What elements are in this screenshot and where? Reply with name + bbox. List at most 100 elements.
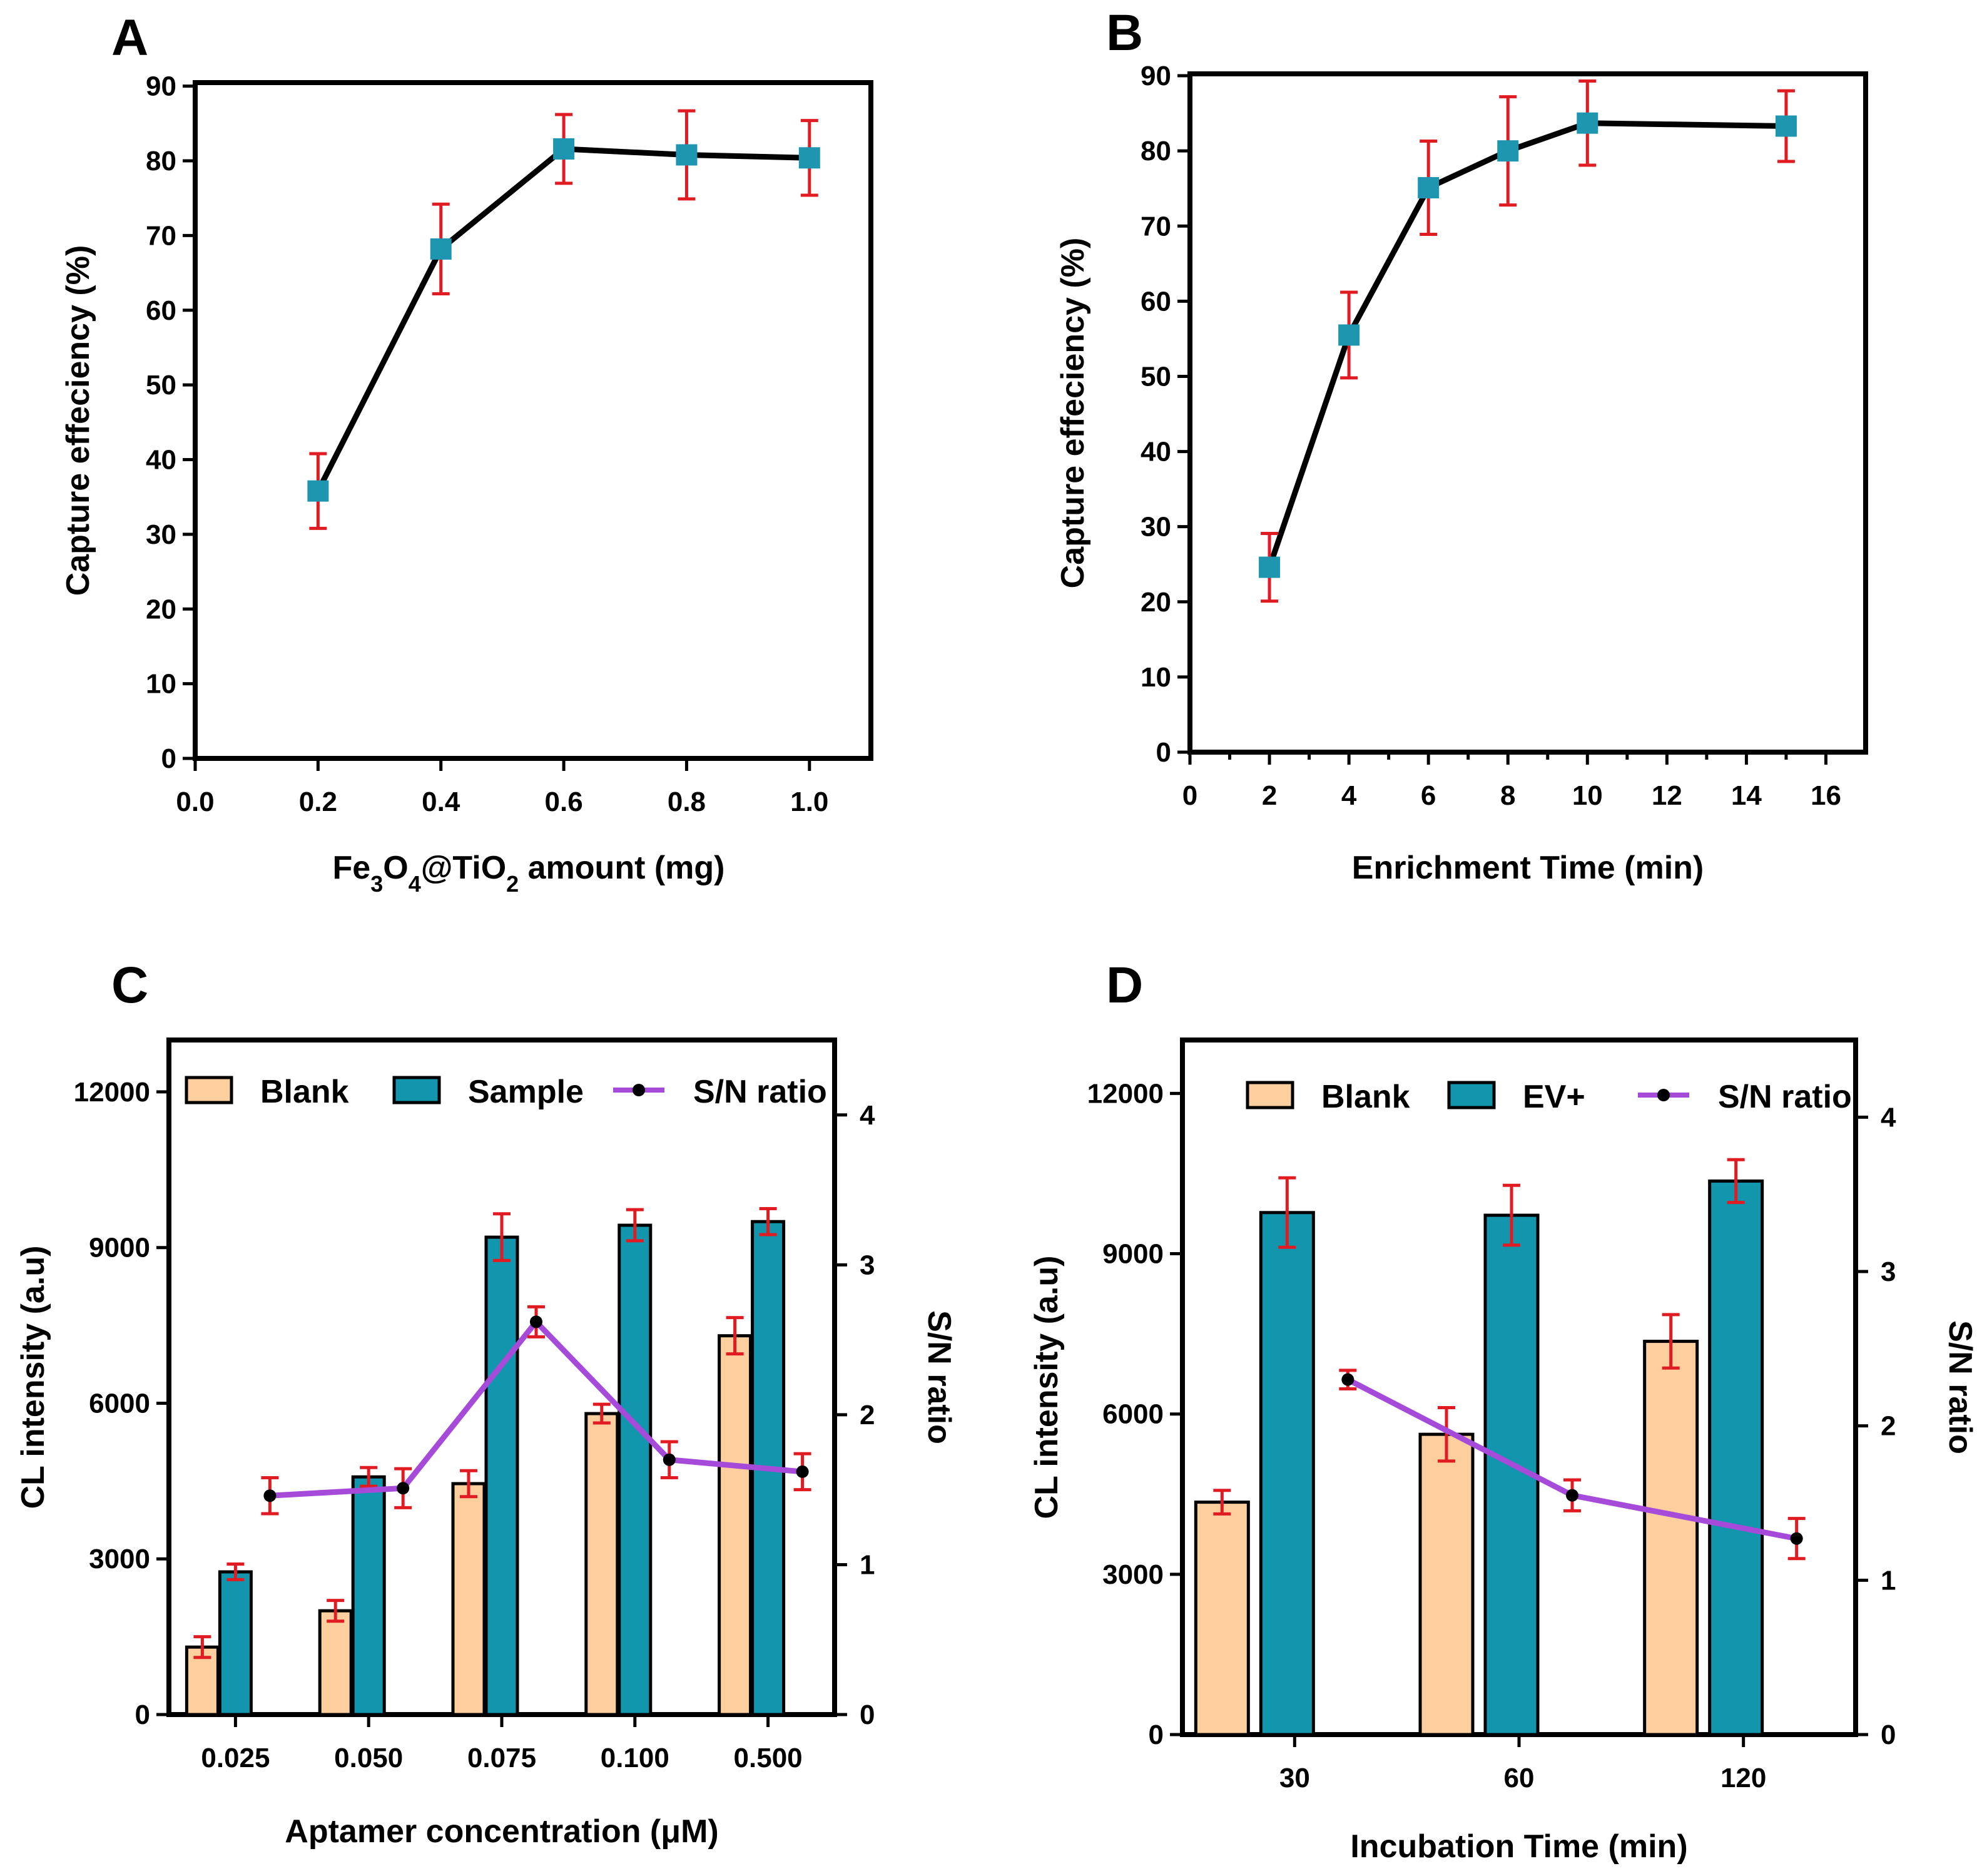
x-tick-label: 0.500: [734, 1743, 803, 1773]
sn-ratio-point-2: [1790, 1532, 1803, 1545]
y-tick-label: 0: [135, 1700, 150, 1730]
y2-tick-label: 0: [1881, 1720, 1896, 1750]
y-tick-label: 20: [1141, 587, 1171, 618]
y-tick-label: 0: [161, 743, 176, 774]
panel-label-b: B: [1106, 4, 1143, 61]
panel-label-a: A: [111, 9, 148, 66]
panel-label-c: C: [111, 957, 148, 1014]
x-axis-label: Incubation Time (min): [1350, 1828, 1687, 1865]
y-tick-label: 40: [146, 445, 176, 476]
x-tick-label: 16: [1811, 780, 1841, 811]
data-line: [1266, 120, 1787, 568]
legend-swatch-0: [185, 1076, 233, 1104]
legend-label-2: S/N ratio: [1718, 1079, 1852, 1115]
data-point-3: [676, 144, 698, 166]
data-point-0: [307, 480, 329, 502]
y2-tick-label: 4: [860, 1100, 875, 1131]
y-axis-label: CL intensity (a.u): [1029, 1256, 1065, 1519]
y-tick-label: 12000: [74, 1077, 150, 1108]
y-tick-label: 10: [146, 669, 176, 700]
y2-tick-label: 2: [1881, 1411, 1896, 1442]
y-tick-label: 70: [1141, 211, 1171, 242]
x-tick-label: 1.0: [790, 787, 828, 817]
bar-blank-2: [451, 1482, 486, 1716]
bar-blank-1: [318, 1609, 353, 1716]
sn-ratio-point-4: [796, 1465, 809, 1478]
y2-tick-label: 0: [860, 1700, 875, 1730]
y-tick-label: 10: [1141, 662, 1171, 693]
sn-ratio-point-1: [1566, 1489, 1578, 1502]
sn-ratio-point-0: [263, 1489, 277, 1502]
y-tick-label: 6000: [1102, 1399, 1164, 1430]
plot-frame: [1187, 71, 1868, 755]
y-tick-label: 40: [1141, 437, 1171, 467]
y2-tick-label: 1: [1881, 1565, 1896, 1596]
bar-ev-2: [1708, 1179, 1764, 1736]
x-axis-label: Fe3O4@TiO2 amount (mg): [333, 850, 725, 897]
x-tick-label: 0.0: [176, 787, 214, 817]
legend: Blank Sample S/N ratio: [185, 1074, 827, 1110]
y-tick-label: 3000: [89, 1544, 150, 1574]
y-tick-label: 60: [1141, 286, 1171, 317]
x-tick-label: 4: [1341, 780, 1357, 811]
data-point-0: [1259, 556, 1281, 578]
bar-sample-1: [351, 1475, 386, 1716]
y-tick-label: 50: [146, 370, 176, 400]
legend-swatch-dot: [633, 1084, 645, 1096]
x-tick-label: 12: [1652, 780, 1682, 811]
data-point-1: [1338, 324, 1360, 346]
panel-d: 0 3000 6000 9000 12000 0 1 2 3 4 30 60 120 Blank EV+ S/…: [1029, 1037, 1977, 1865]
x-tick-label: 0.8: [668, 787, 706, 817]
y2-tick-label: 1: [860, 1549, 875, 1580]
x-tick-label: 10: [1572, 780, 1603, 811]
data-point-4: [798, 147, 820, 169]
legend-label-2: S/N ratio: [693, 1074, 827, 1110]
y2-tick-label: 3: [860, 1250, 875, 1280]
y-tick-label: 12000: [1087, 1078, 1164, 1109]
x-tick-label: 60: [1504, 1763, 1535, 1793]
data-line: [315, 146, 810, 492]
y-tick-label: 70: [146, 220, 176, 251]
y2-tick-label: 3: [1881, 1257, 1896, 1287]
sn-ratio-point-2: [530, 1315, 542, 1328]
bar-sample-2: [484, 1235, 519, 1716]
bar-blank-3: [584, 1412, 619, 1716]
x-tick-label: 0.6: [545, 787, 583, 817]
x-axis-label: Aptamer concentration (μM): [285, 1813, 718, 1850]
y2-tick-label: 4: [1881, 1102, 1896, 1133]
y-tick-label: 0: [1156, 737, 1171, 768]
y2-axis-label: S/N ratio: [921, 1310, 957, 1444]
x-tick-label: 120: [1720, 1763, 1766, 1793]
x-tick-label: 2: [1262, 780, 1277, 811]
x-tick-label: 0: [1182, 780, 1197, 811]
legend-swatch-0: [1246, 1081, 1294, 1109]
y-tick-label: 50: [1141, 361, 1171, 392]
y-tick-label: 3000: [1102, 1559, 1164, 1590]
bar-blank-1: [1418, 1432, 1475, 1736]
x-tick-label: 30: [1279, 1763, 1310, 1793]
data-point-1: [430, 238, 452, 260]
y-axis-label: Capture effeciency (%): [1055, 238, 1091, 589]
x-tick-label: 0.050: [334, 1743, 403, 1773]
y-tick-label: 80: [1141, 136, 1171, 166]
bar-sample-0: [218, 1570, 253, 1716]
data-point-2: [1418, 177, 1440, 199]
y-tick-label: 0: [1149, 1720, 1164, 1750]
y-tick-label: 80: [146, 146, 176, 176]
bar-blank-0: [1194, 1501, 1250, 1736]
legend-label-0: Blank: [1321, 1079, 1410, 1115]
bar-sample-3: [617, 1223, 653, 1716]
data-point-4: [1577, 112, 1598, 134]
bar-blank-4: [718, 1334, 753, 1716]
y-tick-label: 30: [146, 519, 176, 550]
x-tick-label: 0.025: [201, 1743, 270, 1773]
x-tick-label: 0.075: [467, 1743, 536, 1773]
bar-ev-0: [1259, 1211, 1315, 1736]
y2-axis-label: S/N ratio: [1942, 1320, 1977, 1454]
y-tick-label: 6000: [89, 1388, 150, 1419]
y-tick-label: 90: [146, 71, 176, 102]
plot-frame: [193, 80, 873, 761]
bar-blank-2: [1643, 1340, 1699, 1736]
x-tick-label: 0.4: [422, 787, 460, 817]
